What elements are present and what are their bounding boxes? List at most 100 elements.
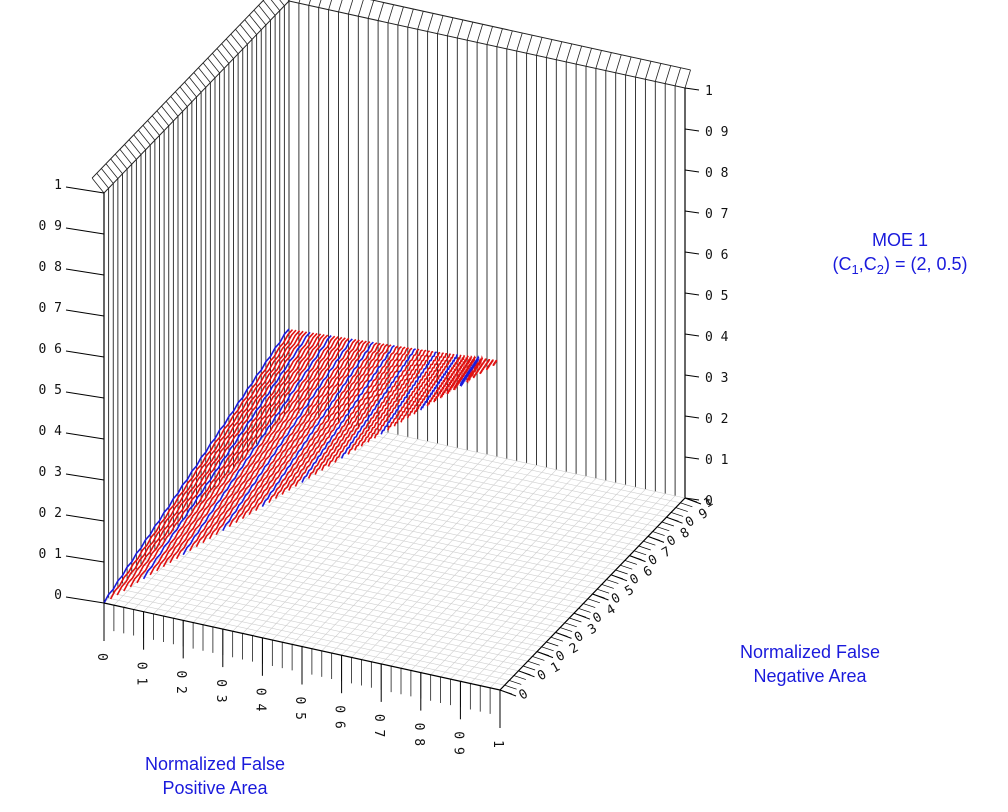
top-strip-tick [193,72,207,88]
top-strip-edge [91,0,265,179]
surface-contour-line [222,338,353,532]
floor-gridline [196,506,593,595]
top-strip-tick [615,54,622,73]
x-tick-label: 0 1 [134,662,149,685]
z-left-tick-mark [65,350,105,358]
surface-contour-line [439,354,469,399]
x-axis-label-line-1: Normalized False [144,754,286,774]
surface-contour-line [162,333,322,568]
surface-contour-line [373,350,434,439]
floor-gridline [177,525,575,614]
y-minor-tick [573,612,587,618]
top-strip-tick [367,0,375,19]
z-right-tick-mark [684,456,700,460]
top-strip-tick [287,0,290,2]
floor-gridline [261,439,658,528]
surface-contour-line [248,340,367,515]
z-right-tick-label: 0 5 [705,289,728,304]
surface-contours [103,328,498,604]
y-minor-tick [629,555,642,560]
z-left-tick-mark [65,432,105,440]
z-left-tick-label: 0 6 [39,342,62,357]
surface-contour-line [288,343,388,491]
floor-gridline [145,559,542,648]
top-strip-tick [308,0,311,6]
top-strip-tick [348,0,354,15]
z-left-tick-label: 0 9 [39,219,62,234]
surface-contour-line [347,348,420,455]
x-tick-label: 0 2 [173,670,188,693]
surface-contour-line [235,339,360,524]
floor-gridline [256,444,653,532]
chart-title: MOE 1 (C1,C2) = (2, 0.5) [800,228,1000,276]
y-minor-tick [675,507,688,512]
top-strip-tick [476,24,484,43]
surface-contour-line [142,331,311,580]
z-right-tick-label: 0 1 [705,453,728,468]
z-left-tick-label: 0 4 [39,424,63,439]
z-left-tick-label: 0 1 [39,547,62,562]
surface-contour-line [367,350,430,443]
y-minor-tick [624,560,637,565]
top-strip-tick [635,58,642,78]
y-axis-label-line-1: Normalized False [739,642,881,662]
surface-contour-line [169,333,325,564]
top-strip-tick [565,43,573,63]
surface-contour-line [360,349,427,447]
surface-contour-line [406,353,451,419]
z-right-tick-mark [684,87,700,91]
z-left-tick-mark [65,186,105,194]
y-minor-tick [657,526,670,532]
y-tick-label: 0 7 [646,544,674,569]
y-minor-tick [671,512,684,517]
top-strip-tick [585,48,592,67]
top-strip-tick [262,0,276,16]
z-right-tick-mark [684,333,700,337]
z-left-tick-label: 0 2 [39,506,62,521]
z-left-tick-label: 0 7 [39,301,62,316]
top-strip-tick [279,0,285,7]
top-strip-tick [170,96,183,112]
y-minor-tick [634,550,647,556]
y-minor-tick [536,651,550,656]
surface-contour-line [123,330,301,592]
y-minor-tick [504,684,517,690]
top-strip-tick [156,110,170,127]
y-minor-tick [518,670,531,676]
top-strip-tick [684,69,691,89]
y-minor-tick [513,675,526,680]
y-minor-tick [564,622,577,628]
top-strip-tick [674,67,682,86]
surface-contour-line [314,345,402,475]
y-minor-tick [643,540,656,546]
surface-contour-line [433,354,466,403]
floor-gridline [242,458,639,547]
top-strip-tick [258,5,271,21]
z-right-tick-label: 0 9 [705,125,728,140]
top-strip-tick [119,149,133,165]
surface-contour-line [321,346,406,471]
x-tick-label: 0 5 [292,697,307,720]
z-left-tick-mark [65,514,105,522]
floor-gridline [219,482,616,571]
z-right-tick-mark [684,251,700,255]
y-minor-tick [523,665,536,671]
title-line-2: (C1,C2) = (2, 0.5) [832,254,968,277]
y-minor-tick [532,656,545,661]
floor-gridline [182,521,579,609]
top-strip-tick [377,2,385,21]
y-minor-tick [587,598,600,604]
surface-contour-line [400,352,448,423]
top-strip-tick [387,4,394,23]
z-left-tick-label: 0 5 [39,383,62,398]
z-right-tick-label: 0 [705,494,713,509]
surface-contour-line [340,348,417,459]
y-minor-tick [680,502,693,508]
floor-gridline [140,564,538,652]
floor-gridline [117,588,514,676]
top-strip-tick [138,129,151,146]
floor-gridline [108,597,505,686]
top-strip-tick [105,163,119,179]
top-strip-tick [124,144,137,160]
y-tick-label: 0 [517,687,531,704]
